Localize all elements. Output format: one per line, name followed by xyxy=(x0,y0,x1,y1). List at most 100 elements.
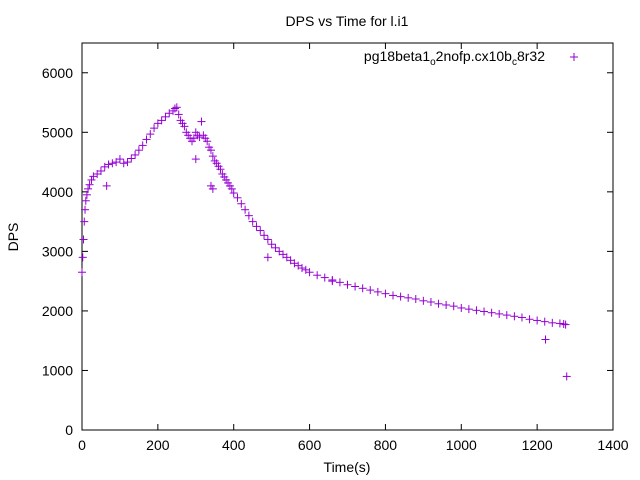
x-tick-label: 0 xyxy=(78,437,86,453)
data-point xyxy=(174,110,183,119)
data-point xyxy=(343,280,352,289)
data-point xyxy=(457,303,466,312)
x-tick-label: 1200 xyxy=(522,437,553,453)
data-point xyxy=(373,287,382,296)
x-tick-label: 600 xyxy=(298,437,322,453)
data-point xyxy=(305,268,314,277)
data-point xyxy=(131,150,140,159)
data-point xyxy=(510,312,519,321)
data-point xyxy=(80,217,89,226)
data-point xyxy=(517,313,526,322)
y-tick-label: 4000 xyxy=(42,184,73,200)
data-point xyxy=(404,293,413,302)
y-axis-ticks: 0 1000 2000 3000 4000 5000 6000 xyxy=(42,65,613,438)
data-point xyxy=(84,184,93,193)
data-point xyxy=(335,278,344,287)
data-point xyxy=(562,372,571,381)
x-axis-label: Time(s) xyxy=(324,459,371,475)
data-point xyxy=(263,253,272,262)
data-point xyxy=(203,137,212,146)
x-tick-label: 800 xyxy=(374,437,398,453)
data-point xyxy=(157,116,166,125)
data-point xyxy=(426,297,435,306)
legend-series-label: pg18beta1o2nofp.cx10bc8r32 xyxy=(364,48,545,68)
data-point xyxy=(480,307,489,316)
data-point xyxy=(548,318,557,327)
data-point xyxy=(248,217,257,226)
chart-title: DPS vs Time for l.i1 xyxy=(286,13,409,29)
data-point xyxy=(487,308,496,317)
data-point xyxy=(411,295,420,304)
data-point xyxy=(389,291,398,300)
data-point xyxy=(195,133,204,142)
legend-subscript: o xyxy=(430,57,436,68)
data-point xyxy=(227,184,236,193)
data-point xyxy=(170,104,179,113)
data-point xyxy=(263,235,272,244)
data-point xyxy=(208,152,217,161)
data-point xyxy=(146,130,155,139)
data-point xyxy=(256,226,265,235)
data-point xyxy=(366,286,375,295)
data-point xyxy=(216,165,225,174)
data-point xyxy=(561,320,570,329)
data-point xyxy=(96,167,105,176)
data-point xyxy=(495,309,504,318)
legend-text: 2nofp.cx10b xyxy=(436,48,512,64)
data-point xyxy=(138,141,147,150)
x-tick-label: 200 xyxy=(146,437,170,453)
data-point xyxy=(472,306,481,315)
data-point xyxy=(119,159,128,168)
data-point xyxy=(127,154,136,163)
data-point xyxy=(540,317,549,326)
data-point xyxy=(134,146,143,155)
data-point xyxy=(533,316,542,325)
data-point xyxy=(172,103,181,112)
legend-text: 8r32 xyxy=(517,48,545,64)
data-point xyxy=(449,302,458,311)
data-point xyxy=(442,300,451,309)
legend-marker xyxy=(570,53,578,61)
data-point xyxy=(555,319,564,328)
data-point xyxy=(191,155,200,164)
data-point xyxy=(271,243,280,252)
data-point xyxy=(197,117,206,126)
data-point xyxy=(142,135,151,144)
data-point xyxy=(123,158,132,167)
y-tick-label: 6000 xyxy=(42,65,73,81)
x-tick-label: 1400 xyxy=(597,437,628,453)
data-point xyxy=(102,181,111,190)
y-tick-label: 3000 xyxy=(42,243,73,259)
data-point xyxy=(78,253,87,262)
data-point xyxy=(434,299,443,308)
data-point xyxy=(396,292,405,301)
data-point xyxy=(208,184,217,193)
data-point xyxy=(525,315,534,324)
x-tick-label: 400 xyxy=(222,437,246,453)
data-point xyxy=(237,199,246,208)
data-point xyxy=(161,112,170,121)
x-axis-ticks: 0 200 400 600 800 1000 1200 1400 xyxy=(78,43,629,453)
data-point xyxy=(233,193,242,202)
data-point xyxy=(229,189,238,198)
data-point xyxy=(104,160,113,169)
data-point xyxy=(115,155,124,164)
data-point xyxy=(206,146,215,155)
plot-frame xyxy=(81,42,614,431)
data-point xyxy=(419,296,428,305)
data-point xyxy=(320,273,329,282)
data-point xyxy=(267,240,276,249)
y-tick-label: 5000 xyxy=(42,124,73,140)
data-point xyxy=(82,190,91,199)
data-point xyxy=(313,271,322,280)
data-point xyxy=(81,205,90,214)
data-point xyxy=(241,205,250,214)
x-tick-label: 1000 xyxy=(446,437,477,453)
data-point xyxy=(464,305,473,314)
data-point xyxy=(358,284,367,293)
data-point xyxy=(79,235,88,244)
data-point xyxy=(87,175,96,184)
data-point xyxy=(351,282,360,291)
data-points xyxy=(78,103,571,381)
